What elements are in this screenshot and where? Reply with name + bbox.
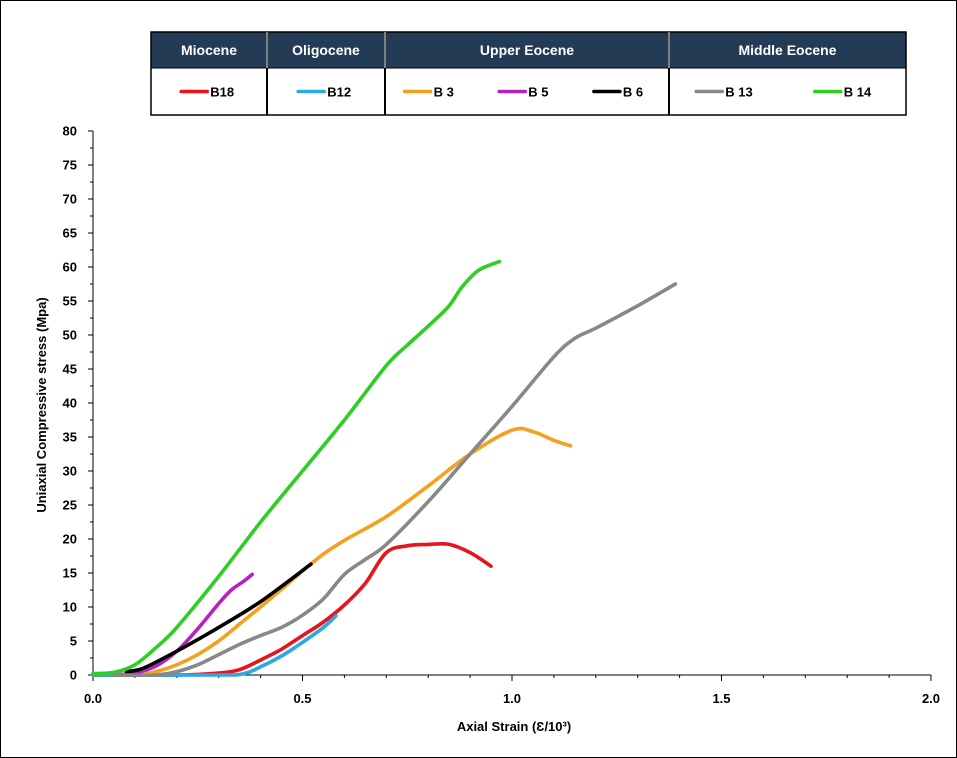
y-tick-label: 40 [63,396,77,411]
y-axis-title: Uniaxial Compressive stress (Mpa) [34,297,49,512]
x-tick-label: 1.0 [503,691,521,706]
x-tick-label: 1.5 [712,691,730,706]
y-tick-label: 50 [63,328,77,343]
y-tick-label: 5 [70,634,77,649]
y-tick-label: 60 [63,260,77,275]
legend-group-header: Middle Eocene [738,42,836,58]
y-tick-label: 80 [63,124,77,139]
legend-header-band [151,32,906,68]
x-axis-title: Axial Strain (Ɛ/10³) [457,719,571,734]
legend-group-header: Oligocene [292,42,360,58]
series-line-b6 [124,562,313,674]
x-tick-label: 0.5 [293,691,311,706]
y-tick-label: 55 [63,294,77,309]
series-line-b12 [91,614,338,677]
y-tick-label: 10 [63,600,77,615]
legend-body-band [150,67,907,116]
legend-table: Miocene B18 Oligocene B12 Upper Eocene B 3 B 5… [150,31,907,116]
legend-label: B18 [210,85,234,100]
series-line-b14 [91,259,502,676]
legend-group-header: Miocene [181,42,237,58]
legend-label: B 5 [528,85,548,100]
legend-label: B 6 [623,85,643,100]
legend-border [150,31,907,116]
y-tick-label: 20 [63,532,77,547]
legend-group-header: Upper Eocene [480,42,574,58]
series-line-b13 [112,282,678,678]
y-tick-label: 25 [63,498,77,513]
axes: 0 5 10 15 20 25 30 35 40 45 50 55 60 65 70 75 80 0.0 0.5 1.… [63,124,941,707]
y-tick-label: 75 [63,158,77,173]
y-tick-label: 45 [63,362,77,377]
series-line-b3 [112,426,573,678]
legend-label: B12 [327,85,351,100]
series-line-b5 [112,572,254,677]
y-tick-label: 65 [63,226,77,241]
y-tick-label: 35 [63,430,77,445]
series-line-b18 [91,541,493,677]
y-tick-label: 15 [63,566,77,581]
y-tick-label: 0 [70,668,77,683]
x-tick-label: 2.0 [922,691,940,706]
legend-label: B 14 [844,85,872,100]
series-layer [91,259,678,678]
legend-label: B 13 [725,85,752,100]
y-tick-label: 70 [63,192,77,207]
legend-label: B 3 [434,85,454,100]
y-tick-label: 30 [63,464,77,479]
x-tick-label: 0.0 [84,691,102,706]
